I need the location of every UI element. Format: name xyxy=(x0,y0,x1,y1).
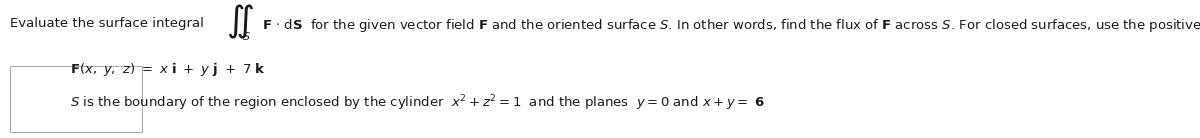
Text: Evaluate the surface integral: Evaluate the surface integral xyxy=(10,17,204,30)
Bar xyxy=(10,66,142,132)
Text: $\mathbf{F}$$(x,\ y,\ z)\ =\ x\ $$\mathbf{i}$$\ +\ y\ $$\mathbf{j}$$\ +\ 7\ $$\m: $\mathbf{F}$$(x,\ y,\ z)\ =\ x\ $$\mathb… xyxy=(70,61,265,78)
Text: $\iint$: $\iint$ xyxy=(226,3,253,41)
Text: $\mathit{S}$: $\mathit{S}$ xyxy=(242,30,251,42)
Text: $S$ is the boundary of the region enclosed by the cylinder  $x^2 + z^2 = 1$  and: $S$ is the boundary of the region enclos… xyxy=(70,94,764,113)
Text: $\mathbf{F}$ $\cdot$ d$\mathbf{S}$  for the given vector field $\mathbf{F}$ and : $\mathbf{F}$ $\cdot$ d$\mathbf{S}$ for t… xyxy=(262,17,1200,34)
